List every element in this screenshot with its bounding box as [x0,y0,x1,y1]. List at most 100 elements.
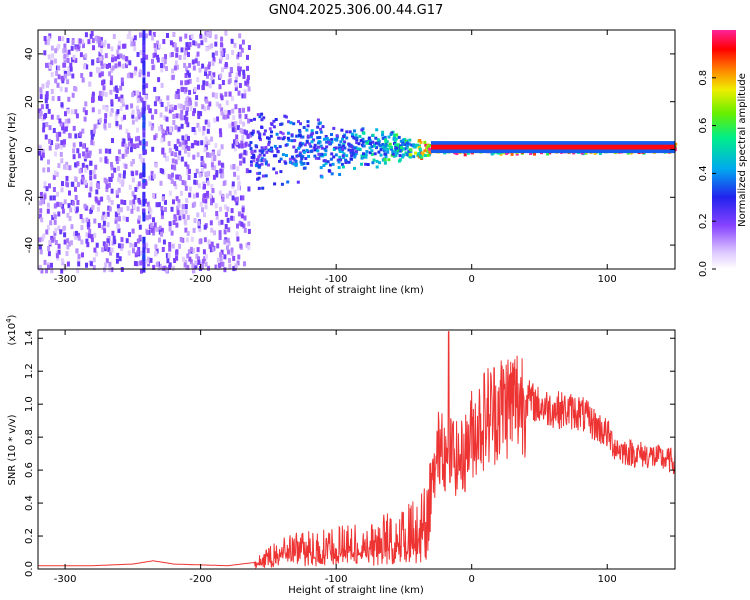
spectrogram-cell [139,50,143,55]
spectrogram-cells [38,30,678,274]
spectrogram-cell [142,34,146,41]
spectrogram-cell [48,239,52,245]
spectrogram-cell [93,174,97,180]
spectrogram-cell [191,59,195,65]
spectrogram-cell [187,72,191,78]
spectrogram-cell [417,145,421,149]
spectrogram-cell [45,229,49,235]
spectrogram-cell [350,132,354,136]
spectrogram-cell [224,109,228,115]
spectrogram-cell [219,47,223,53]
colorbar-tick-label: 0.8 [698,70,709,86]
spectrogram-cell [61,181,64,187]
spectrogram-cell [455,152,459,156]
spectrogram-cell [74,57,78,63]
spectrogram-cell [39,200,43,206]
spectrogram-cell [375,165,379,169]
spectrogram-cell [40,268,44,274]
spectrogram-cell [91,131,95,137]
spectrogram-cell [215,101,219,107]
spectrogram-cell [89,33,93,39]
spectrogram-cell [133,70,137,76]
spectrogram-cell [224,224,228,229]
spectrogram-cell [234,263,238,269]
spectrogram-cell [193,218,197,224]
spectrogram-cell [264,162,268,166]
spectrogram-cell [136,98,140,104]
spectrogram-cell [218,84,222,90]
spectrogram-cell [246,78,250,84]
spectrogram-cell [242,121,246,127]
spectrogram-cell [360,154,364,158]
spectrogram-cell [237,70,241,76]
spectrogram-cell [68,241,71,247]
spectrogram-cell [510,152,514,156]
spectrogram-cell [229,67,233,72]
spectrogram-cell [258,163,262,167]
spectrogram-cell [398,158,402,162]
spectrogram-cell [196,77,200,83]
spectrogram-cell [138,91,141,97]
spectrogram-cell [262,159,266,162]
spectrogram-cell [39,87,43,93]
spectrogram-cell [160,63,163,68]
spectrogram-cell [179,175,182,181]
spectrogram-cell [170,206,174,212]
spectrogram-cell [250,132,254,135]
spectrogram-cell [84,179,88,185]
spectrogram-cell [313,146,317,149]
spectrogram-cell [142,138,146,145]
spectrogram-cell [148,121,152,127]
spectrogram-cell [39,208,43,214]
spectrogram-cell [119,124,122,130]
spectrogram-cell [85,164,89,170]
spectrogram-cell [81,252,84,258]
spectrogram-cell [41,83,45,89]
spectrogram-cell [337,143,341,147]
spectrogram-cell [383,161,387,165]
spectrogram-cell [66,212,70,218]
spectrogram-cell [47,159,50,165]
spectrogram-cell [249,147,253,151]
spectrogram-cell [261,149,265,153]
spectrogram-cell [92,128,96,134]
spectrogram-cell [249,118,253,122]
spectrogram-cell [178,209,182,215]
spectrogram-cell [330,172,334,176]
spectrogram-cell [362,152,365,156]
spectrogram-cell [145,141,148,147]
spectrogram-cell [323,147,327,151]
spectrogram-cell [147,206,151,212]
spectrogram-cell [219,256,223,262]
spectrogram-cell [256,113,260,117]
spectrogram-cell [231,181,235,187]
spectrogram-cell [233,189,237,195]
spectrogram-cell [134,252,138,258]
spectrogram-cell [156,54,160,60]
spectrogram-cell [106,238,110,244]
spectrogram-cell [40,155,44,161]
spectrogram-y-label: Frequency (Hz) [7,112,18,188]
spectrogram-cell [211,52,215,58]
spectrogram-cell [65,52,69,58]
spectrogram-cell [371,140,375,144]
spectrogram-cell [171,68,174,74]
spectrogram-cell [397,135,401,139]
spectrogram-cell [142,44,146,51]
spectrogram-cell [313,143,317,147]
spectrogram-cell [210,184,214,189]
spectrogram-cell [287,138,291,142]
spectrogram-cell [322,159,326,163]
spectrogram-cell [46,224,50,230]
spectrogram-cell [53,203,57,209]
spectrogram-cell [301,135,305,139]
spectrogram-cell [130,208,134,214]
spectrogram-cell [254,164,258,168]
spectrogram-cell [395,133,399,137]
spectrogram-cell [129,147,133,153]
spectrogram-cell [81,176,85,182]
spectrogram-cell [235,200,239,206]
spectrogram-cell [83,203,87,209]
spectrogram-cell [206,152,209,158]
spectrogram-cell [48,125,52,131]
